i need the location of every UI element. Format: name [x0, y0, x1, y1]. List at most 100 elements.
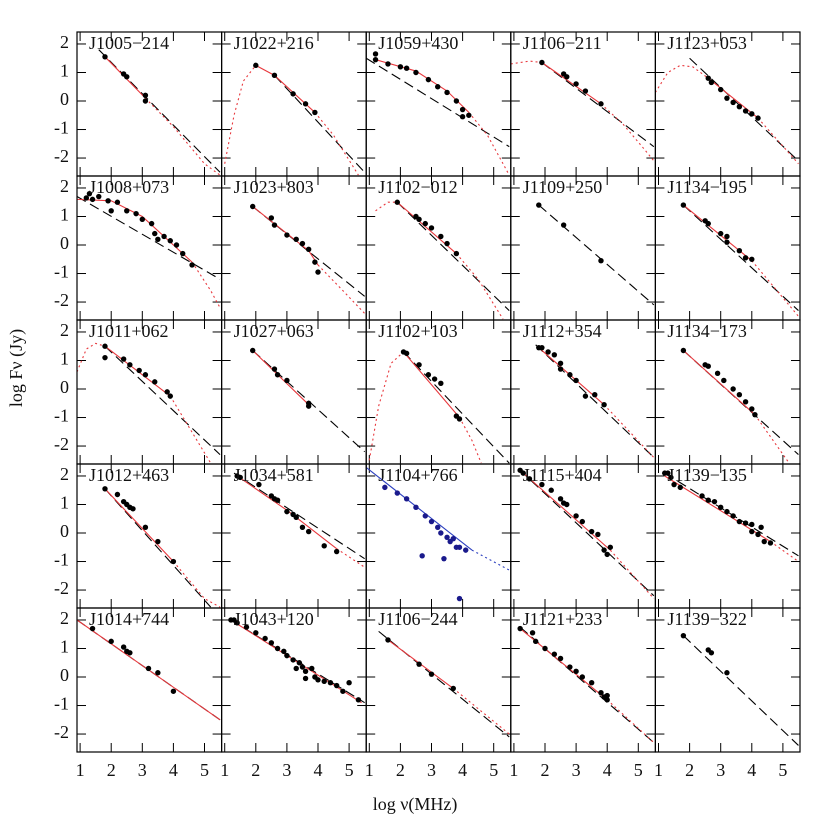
data-point [428, 225, 435, 231]
x-tick-label: 4 [169, 760, 178, 780]
plot-area [517, 467, 655, 599]
y-tick-label: 0 [60, 521, 69, 541]
fit-line [233, 472, 365, 560]
data-point [274, 645, 281, 652]
y-tick-label: 0 [60, 377, 69, 397]
data-point [718, 86, 724, 93]
data-point [108, 208, 114, 214]
x-tick-label: 2 [541, 760, 550, 780]
panel-title: J1112+354 [523, 321, 602, 341]
data-point [152, 379, 158, 385]
data-point [321, 543, 327, 549]
y-tick-label: -1 [54, 118, 69, 138]
panel-frame [365, 463, 512, 609]
data-point [548, 487, 554, 493]
data-point [180, 250, 186, 257]
data-point [127, 650, 133, 656]
data-point [755, 115, 761, 121]
x-tick-label: 3 [282, 760, 291, 780]
data-point [557, 496, 564, 502]
data-point [167, 393, 173, 399]
plot-area [366, 466, 510, 602]
y-tick-label: 2 [60, 176, 69, 196]
data-point [453, 98, 460, 104]
fit-line [274, 74, 366, 173]
panel: -2 -1 0 1 2 J1012+463 [54, 463, 223, 609]
data-point [456, 544, 463, 550]
data-point [416, 661, 422, 667]
data-point [120, 356, 127, 362]
data-point [665, 470, 671, 476]
panel: 1 2 3 4 5 J1139−322 [654, 607, 801, 780]
data-point [736, 518, 743, 525]
data-point [394, 490, 400, 496]
x-tick-label: 3 [716, 760, 725, 780]
plot-area [77, 190, 221, 309]
fit-line [104, 488, 174, 562]
plot-area [655, 57, 799, 165]
data-point [607, 544, 614, 550]
data-point [136, 367, 142, 374]
data-point [529, 630, 536, 636]
fit-line [707, 77, 759, 119]
data-point [102, 343, 108, 349]
x-tick-label: 1 [220, 760, 229, 780]
data-point [724, 508, 730, 515]
panel-title: J1139−322 [667, 609, 747, 629]
data-point [761, 538, 767, 545]
y-tick-label: -2 [54, 146, 69, 166]
data-point [459, 106, 466, 113]
panel: J1102−012 [365, 175, 512, 321]
data-point [340, 688, 346, 694]
data-point [749, 111, 755, 117]
plot-area [375, 199, 510, 320]
panel-title: J1106−244 [378, 609, 458, 629]
data-point [422, 513, 428, 519]
fit-line [375, 59, 470, 113]
panel-title: J1123+053 [667, 33, 747, 53]
data-point [604, 551, 610, 558]
panel: J1059+430 [365, 31, 512, 177]
data-point [102, 354, 108, 361]
panel-frame [654, 175, 801, 321]
fit-line [683, 350, 756, 416]
data-point [268, 640, 275, 646]
x-tick-label: 4 [314, 760, 323, 780]
data-point [312, 259, 318, 265]
fit-line [314, 112, 359, 176]
data-point [749, 256, 755, 262]
panel-frame [221, 175, 367, 321]
data-point [281, 648, 287, 655]
data-point [463, 547, 469, 553]
data-point [403, 65, 410, 71]
fit-line [459, 417, 482, 464]
data-point [309, 665, 315, 672]
fit-line [683, 204, 753, 262]
data-point [249, 203, 256, 210]
data-point [299, 240, 306, 247]
panel-frame [221, 607, 367, 753]
data-point [742, 255, 749, 261]
data-point [416, 216, 422, 223]
data-point [89, 625, 96, 632]
panel: J1109+250 [510, 175, 656, 321]
data-point [305, 528, 312, 535]
y-tick-label: 0 [60, 233, 69, 253]
data-point [736, 248, 743, 254]
fit-line [452, 687, 510, 735]
y-tick-label: 1 [60, 493, 69, 513]
y-tick-label: -2 [54, 434, 69, 454]
data-point [422, 220, 428, 227]
y-tick-label: 0 [60, 665, 69, 685]
data-point [579, 674, 586, 680]
panel-frame [654, 463, 801, 609]
fit-line [172, 561, 221, 608]
fit-line [396, 201, 510, 311]
x-tick-label: 1 [654, 760, 663, 780]
data-point [536, 202, 542, 208]
fit-line [403, 351, 460, 418]
data-point [453, 250, 460, 257]
data-point [155, 236, 161, 243]
x-tick-label: 5 [778, 760, 787, 780]
data-point [271, 222, 278, 228]
